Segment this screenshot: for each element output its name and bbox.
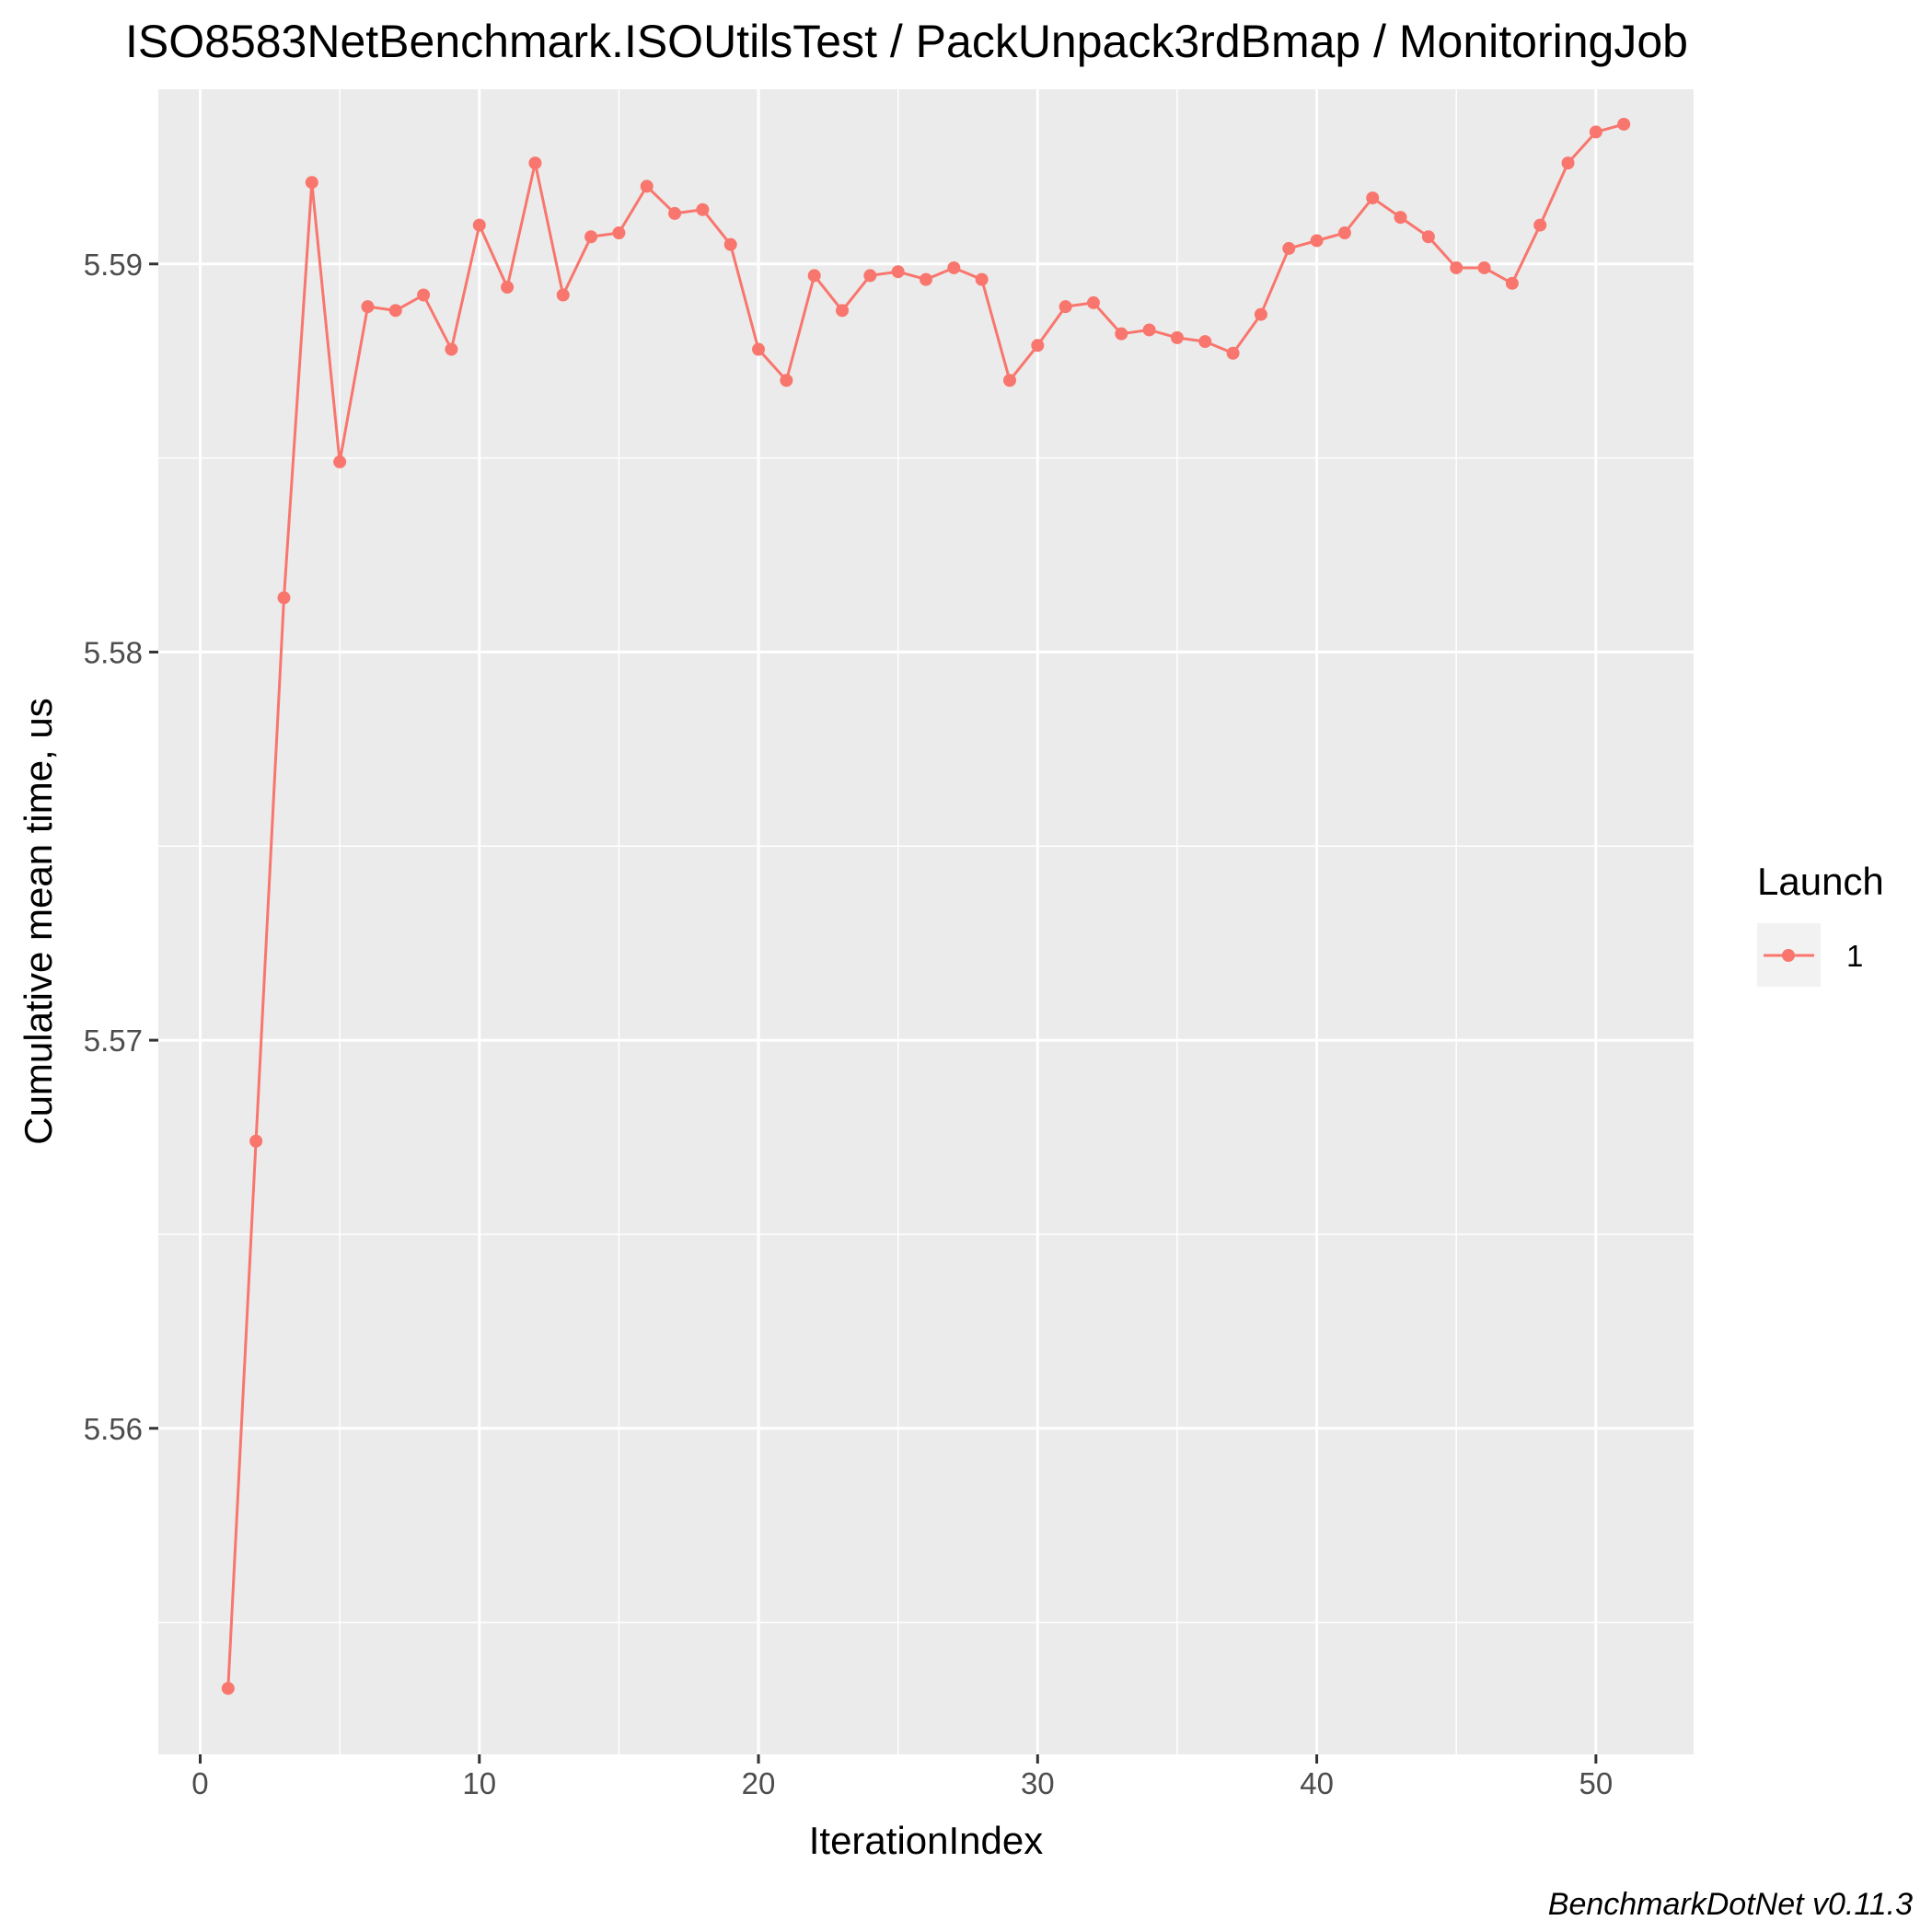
data-point [696, 202, 710, 216]
data-point [780, 374, 793, 388]
data-point [1366, 191, 1380, 205]
data-point [1421, 230, 1435, 244]
data-point [863, 269, 877, 283]
x-tick-label: 20 [742, 1766, 776, 1800]
x-tick-label: 50 [1579, 1766, 1613, 1800]
caption: BenchmarkDotNet v0.11.3 [1548, 1887, 1913, 1922]
data-point [612, 226, 626, 240]
data-point [1310, 234, 1324, 248]
data-point [1337, 226, 1351, 240]
data-point [528, 156, 542, 170]
x-tick-label: 0 [191, 1766, 208, 1800]
x-axis: 0 10 20 30 40 50 [191, 1754, 1613, 1800]
data-point [305, 176, 318, 190]
y-axis-title: Cumulative mean time, us [17, 698, 60, 1145]
data-point [891, 265, 905, 279]
data-point [807, 269, 821, 283]
legend-key-point [1782, 949, 1795, 962]
data-point [221, 1682, 235, 1695]
x-tick-label: 40 [1300, 1766, 1334, 1800]
legend: Launch 1 [1757, 860, 1884, 987]
data-point [1477, 260, 1491, 274]
data-point [1617, 117, 1631, 131]
data-point [1086, 295, 1100, 309]
data-point [277, 591, 291, 605]
data-point [920, 272, 932, 286]
data-point [417, 288, 431, 302]
x-tick-label: 30 [1021, 1766, 1055, 1800]
x-axis-title: IterationIndex [809, 1819, 1044, 1862]
data-point [388, 304, 402, 318]
data-point [361, 300, 375, 314]
data-point [1115, 327, 1128, 341]
data-point [1002, 374, 1016, 388]
data-point [1394, 211, 1407, 225]
data-point [975, 272, 989, 286]
data-point [445, 342, 458, 356]
data-point [640, 179, 654, 193]
chart-title: ISO8583NetBenchmark.ISOUtilsTest / PackU… [125, 16, 1688, 67]
data-point [1450, 260, 1463, 274]
plot-panel [158, 89, 1694, 1754]
data-point [1059, 300, 1072, 314]
data-point [1198, 335, 1212, 349]
data-point [584, 230, 598, 244]
data-point [752, 342, 766, 356]
data-point [501, 281, 515, 295]
legend-label: 1 [1846, 939, 1863, 973]
data-point [723, 237, 737, 251]
data-point [1533, 218, 1547, 232]
data-point [1226, 346, 1240, 360]
data-point [249, 1134, 263, 1148]
y-tick-label: 5.57 [84, 1024, 143, 1058]
data-point [333, 455, 347, 469]
major-gridlines [158, 89, 1694, 1754]
data-point [1282, 241, 1296, 255]
data-point [556, 288, 570, 302]
y-tick-label: 5.59 [84, 248, 143, 282]
data-point [836, 304, 850, 318]
data-point [1031, 339, 1045, 353]
data-point [668, 206, 682, 220]
data-point [947, 260, 961, 274]
y-axis: 5.56 5.57 5.58 5.59 [84, 248, 158, 1446]
y-tick-label: 5.58 [84, 635, 143, 669]
x-tick-label: 10 [462, 1766, 496, 1800]
legend-title: Launch [1757, 860, 1884, 903]
data-point [1170, 330, 1184, 344]
data-point [472, 218, 486, 232]
data-point [1589, 125, 1602, 139]
data-point [1561, 156, 1575, 170]
minor-gridlines [158, 89, 1694, 1754]
data-point [1142, 323, 1156, 337]
y-tick-label: 5.56 [84, 1412, 143, 1446]
data-point [1254, 307, 1267, 321]
series-layer [221, 117, 1631, 1695]
data-point [1505, 276, 1519, 290]
